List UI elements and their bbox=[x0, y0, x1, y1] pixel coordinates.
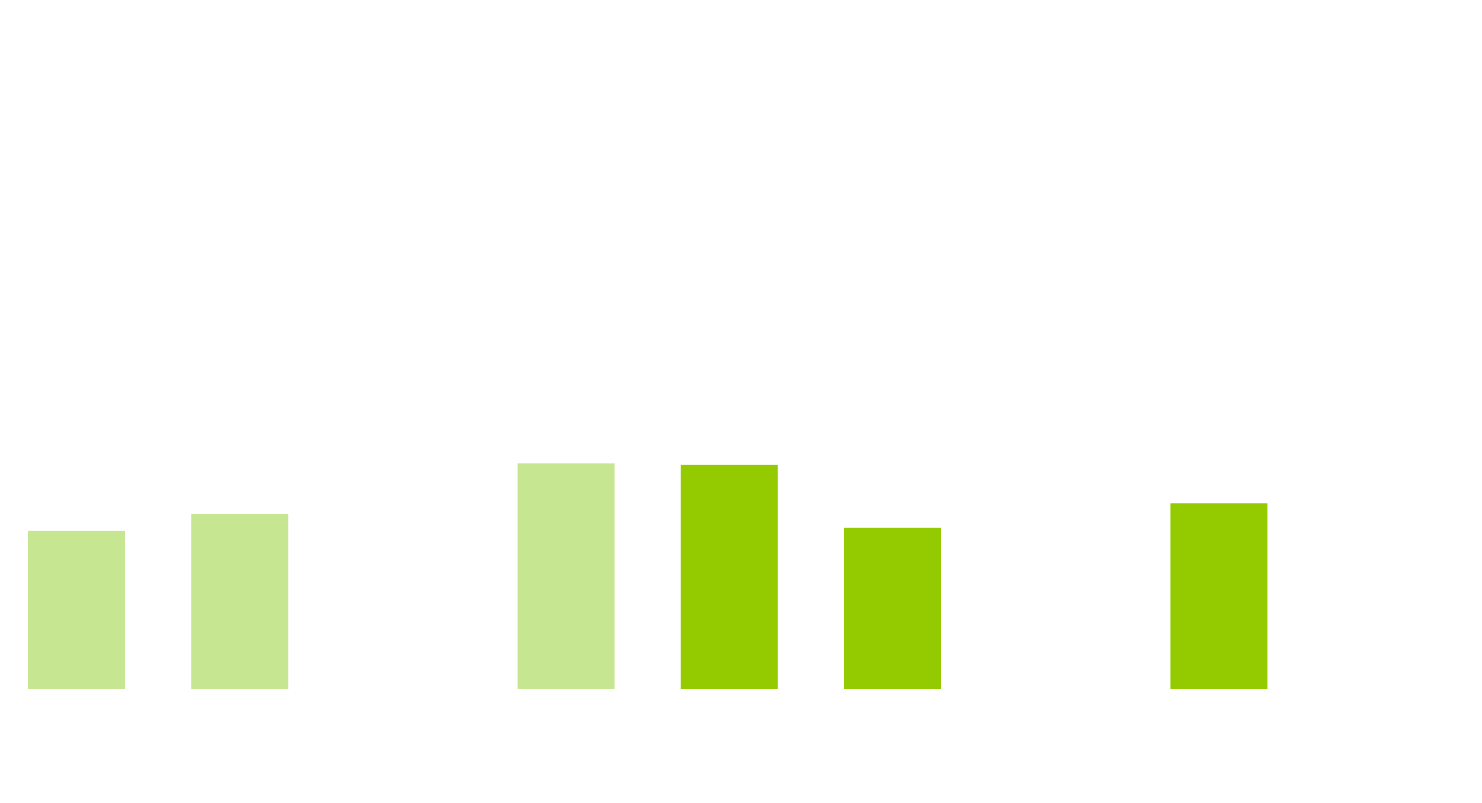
bar-series-1-category-4 bbox=[517, 463, 615, 689]
bar-series-1-category-1 bbox=[28, 530, 125, 689]
bar-series-2-category-8 bbox=[1170, 503, 1268, 689]
bar-series-1-category-2 bbox=[191, 514, 289, 689]
bar-series-2-category-5 bbox=[680, 464, 778, 689]
bar-series-2-category-6 bbox=[844, 527, 941, 689]
bar-group bbox=[28, 463, 1268, 689]
